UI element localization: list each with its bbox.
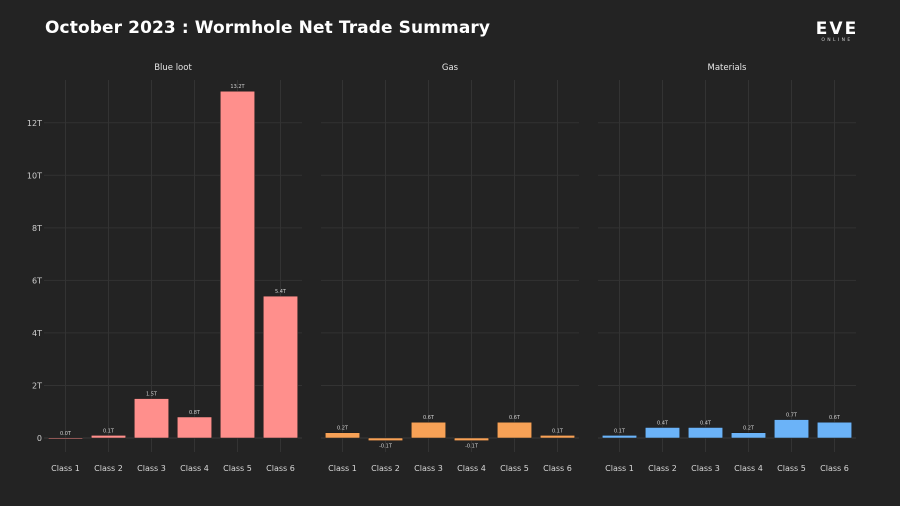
bar [645,427,680,439]
data-label: 13.2T [230,84,245,90]
panel-title: Gas [442,63,459,73]
chart-title: October 2023 : Wormhole Net Trade Summar… [45,18,491,38]
bar [220,90,255,439]
x-tick-label: Class 1 [328,464,357,473]
bar [411,421,446,439]
x-tick-label: Class 5 [500,464,529,473]
x-tick-label: Class 2 [94,464,123,473]
x-tick-label: Class 3 [137,464,166,473]
bar [688,427,723,439]
panel-title: Materials [708,63,748,73]
eve-online-logo: EVE ONLINE [808,20,866,48]
bar [263,295,298,439]
x-tick-label: Class 2 [648,464,677,473]
data-label: 0.6T [423,415,435,421]
data-label: -0.1T [465,444,479,450]
y-tick-label: 12T [27,119,42,128]
x-tick-label: Class 1 [51,464,80,473]
bar [774,419,809,439]
bar [497,421,532,439]
x-tick-label: Class 4 [734,464,763,473]
bar [817,421,852,439]
y-tick-label: 2T [32,381,42,390]
y-tick-label: 0 [37,434,42,443]
data-label: -0.1T [379,444,393,450]
y-tick-label: 4T [32,329,42,338]
bar [325,432,360,439]
data-label: 0.4T [657,420,669,426]
bar [368,437,403,441]
data-label: 1.5T [146,392,158,398]
data-label: 0.2T [743,426,755,432]
bar [454,437,489,441]
data-label: 0.6T [829,415,841,421]
panel-title: Blue loot [154,63,192,73]
bar [540,435,575,439]
y-tick-label: 10T [27,171,42,180]
x-tick-label: Class 4 [180,464,209,473]
data-label: 0.8T [189,410,201,416]
y-tick-label: 6T [32,276,42,285]
x-tick-label: Class 5 [223,464,252,473]
x-tick-label: Class 5 [777,464,806,473]
logo-main-text: EVE [815,19,859,39]
bar [731,432,766,439]
data-label: 0.1T [552,428,564,434]
data-label: 0.1T [103,428,115,434]
y-tick-label: 8T [32,224,42,233]
data-label: 0.0T [60,431,72,437]
x-tick-label: Class 1 [605,464,634,473]
x-tick-label: Class 4 [457,464,486,473]
x-tick-label: Class 6 [543,464,572,473]
data-label: 5.4T [275,289,287,295]
data-label: 0.4T [700,420,712,426]
bar [177,416,212,439]
logo-sub-text: ONLINE [821,38,853,43]
bar [91,435,126,439]
x-tick-label: Class 6 [820,464,849,473]
bar [134,398,169,439]
bar [602,435,637,439]
bar [48,437,83,440]
data-label: 0.1T [614,428,626,434]
data-label: 0.7T [786,413,798,419]
x-tick-label: Class 6 [266,464,295,473]
x-tick-label: Class 2 [371,464,400,473]
x-tick-label: Class 3 [414,464,443,473]
data-label: 0.2T [337,426,349,432]
data-label: 0.6T [509,415,521,421]
x-tick-label: Class 3 [691,464,720,473]
